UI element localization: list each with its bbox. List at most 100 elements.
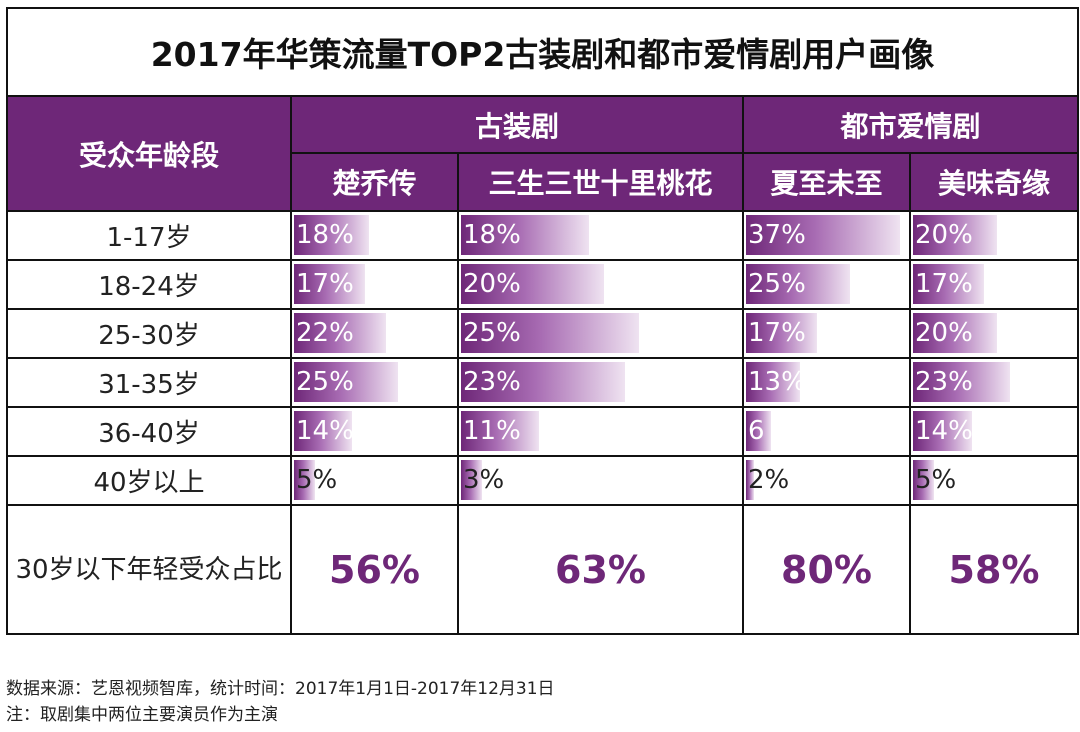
bar <box>461 264 604 304</box>
value-cell: 25% <box>457 308 744 359</box>
age-group-header: 受众年龄段 <box>6 95 292 212</box>
value-cell: 3% <box>457 455 744 506</box>
bar-value-label: 18% <box>296 220 354 250</box>
chart-title: 2017年华策流量TOP2古装剧和都市爱情剧用户画像 <box>5 7 1080 97</box>
table-row: 25-30岁 22% 25% 17% 20% <box>6 308 1080 359</box>
summary-value: 63% <box>457 504 744 635</box>
bar-value-label: 22% <box>296 318 354 348</box>
footer-notes: 数据来源：艺恩视频智库，统计时间：2017年1月1日-2017年12月31日 注… <box>6 676 555 728</box>
bar <box>294 460 315 500</box>
bar-value-label: 23% <box>915 367 973 397</box>
bar-value-label: 25% <box>296 367 354 397</box>
bar-value-label: 6 <box>748 416 765 446</box>
bar-value-label: 14% <box>915 416 973 446</box>
bar <box>461 411 539 451</box>
bar <box>294 362 398 402</box>
bar-value-label: 5% <box>296 465 338 495</box>
value-cell: 18% <box>457 210 744 261</box>
bar-value-label: 20% <box>915 220 973 250</box>
audience-age-table: 2017年华策流量TOP2古装剧和都市爱情剧用户画像 受众年龄段 古装剧 都市爱… <box>5 7 1080 641</box>
value-cell: 22% <box>290 308 459 359</box>
group-header-urban-romance: 都市爱情剧 <box>741 95 1080 154</box>
bar <box>746 264 850 304</box>
group-header-costume: 古装剧 <box>290 95 744 154</box>
age-group-label: 40岁以上 <box>6 455 292 506</box>
value-cell: 20% <box>908 210 1080 261</box>
bar <box>461 460 482 500</box>
bar <box>746 313 817 353</box>
value-cell: 25% <box>742 259 911 310</box>
bar <box>746 460 754 500</box>
table-row: 1-17岁 18% 18% 37% 20% <box>6 210 1080 261</box>
table-row: 36-40岁 14% 11% 6 14% <box>6 406 1080 457</box>
age-group-label: 31-35岁 <box>6 357 292 408</box>
bar <box>746 362 800 402</box>
data-table: 2017年华策流量TOP2古装剧和都市爱情剧用户画像 受众年龄段 古装剧 都市爱… <box>5 7 1080 635</box>
value-cell: 6 <box>742 406 911 457</box>
source-note: 数据来源：艺恩视频智库，统计时间：2017年1月1日-2017年12月31日 <box>6 679 555 699</box>
bar-value-label: 20% <box>463 269 521 299</box>
value-cell: 25% <box>290 357 459 408</box>
bar-value-label: 13% <box>748 367 806 397</box>
bar-value-label: 11% <box>463 416 521 446</box>
value-cell: 17% <box>742 308 911 359</box>
value-cell: 14% <box>908 406 1080 457</box>
value-cell: 20% <box>908 308 1080 359</box>
bar <box>913 411 972 451</box>
bar <box>913 460 934 500</box>
bar-value-label: 17% <box>915 269 973 299</box>
value-cell: 11% <box>457 406 744 457</box>
bar-value-label: 20% <box>915 318 973 348</box>
bar-value-label: 37% <box>748 220 806 250</box>
bar-value-label: 17% <box>748 318 806 348</box>
bar <box>913 264 984 304</box>
bar <box>913 362 1010 402</box>
value-cell: 23% <box>908 357 1080 408</box>
bar <box>461 215 589 255</box>
bar <box>294 215 369 255</box>
summary-label: 30岁以下年轻受众占比 <box>6 504 292 635</box>
value-cell: 20% <box>457 259 744 310</box>
bar-value-label: 5% <box>915 465 957 495</box>
value-cell: 18% <box>290 210 459 261</box>
bar <box>294 264 365 304</box>
bar <box>461 313 639 353</box>
bar-value-label: 25% <box>463 318 521 348</box>
bar-value-label: 2% <box>748 465 790 495</box>
bar-value-label: 3% <box>463 465 505 495</box>
age-group-label: 36-40岁 <box>6 406 292 457</box>
summary-value: 56% <box>290 504 459 635</box>
bar <box>913 313 997 353</box>
bar-value-label: 25% <box>748 269 806 299</box>
bar-value-label: 18% <box>463 220 521 250</box>
show-header-meiweiqiyuan: 美味奇缘 <box>908 152 1080 212</box>
show-header-xiazhiweizhi: 夏至未至 <box>742 152 911 212</box>
show-header-chuqiaozhuan: 楚乔传 <box>290 152 459 212</box>
show-header-sanshengsanshi: 三生三世十里桃花 <box>457 152 744 212</box>
value-cell: 2% <box>742 455 911 506</box>
table-row: 18-24岁 17% 20% 25% 17% <box>6 259 1080 310</box>
bar <box>461 362 625 402</box>
value-cell: 23% <box>457 357 744 408</box>
bar <box>294 411 352 451</box>
value-cell: 17% <box>290 259 459 310</box>
bar <box>746 411 771 451</box>
age-group-label: 1-17岁 <box>6 210 292 261</box>
bar <box>913 215 997 255</box>
age-group-label: 18-24岁 <box>6 259 292 310</box>
table-row: 40岁以上 5% 3% 2% 5% <box>6 455 1080 506</box>
summary-value: 58% <box>908 504 1080 635</box>
value-cell: 14% <box>290 406 459 457</box>
summary-value: 80% <box>742 504 911 635</box>
bar <box>746 215 900 255</box>
bar-value-label: 17% <box>296 269 354 299</box>
age-group-label: 25-30岁 <box>6 308 292 359</box>
value-cell: 5% <box>290 455 459 506</box>
bar <box>294 313 386 353</box>
footnote: 注：取剧集中两位主要演员作为主演 <box>6 705 278 725</box>
bar-value-label: 23% <box>463 367 521 397</box>
value-cell: 17% <box>908 259 1080 310</box>
value-cell: 5% <box>908 455 1080 506</box>
value-cell: 37% <box>742 210 911 261</box>
table-row: 31-35岁 25% 23% 13% 23% <box>6 357 1080 408</box>
